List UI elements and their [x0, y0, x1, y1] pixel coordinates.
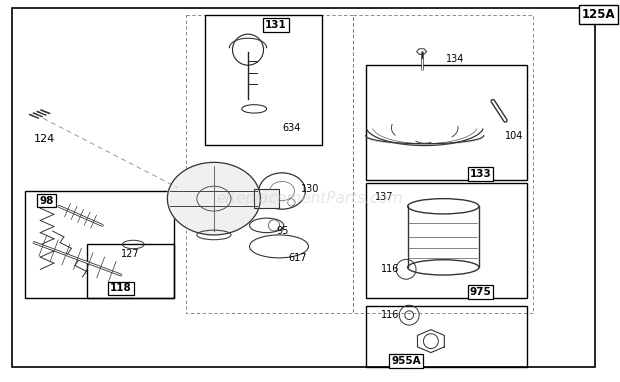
Text: 634: 634 [282, 123, 301, 133]
Text: 130: 130 [301, 184, 319, 194]
Text: 131: 131 [265, 20, 287, 30]
Text: eReplacementParts.com: eReplacementParts.com [216, 191, 404, 206]
Bar [366, 183, 527, 298]
Text: 98: 98 [39, 196, 54, 206]
Bar [205, 15, 322, 145]
Text: 127: 127 [121, 249, 140, 259]
Polygon shape [167, 162, 260, 235]
Text: 617: 617 [288, 253, 307, 263]
Text: 125A: 125A [582, 8, 615, 21]
Bar [254, 189, 279, 208]
Bar [366, 65, 527, 180]
Text: 124: 124 [34, 134, 55, 144]
Bar [366, 306, 527, 367]
Text: 133: 133 [469, 169, 492, 179]
Text: 104: 104 [505, 131, 524, 141]
Text: 116: 116 [381, 310, 400, 320]
Text: 134: 134 [446, 54, 465, 64]
Bar [353, 15, 533, 313]
Text: 118: 118 [110, 283, 132, 293]
Text: 137: 137 [375, 192, 394, 202]
Text: 975: 975 [469, 287, 492, 297]
Bar [25, 191, 174, 298]
Text: 116: 116 [381, 264, 400, 274]
Text: 955A: 955A [391, 356, 421, 366]
Text: 95: 95 [276, 226, 288, 236]
Bar [186, 15, 353, 313]
Bar [87, 244, 174, 298]
